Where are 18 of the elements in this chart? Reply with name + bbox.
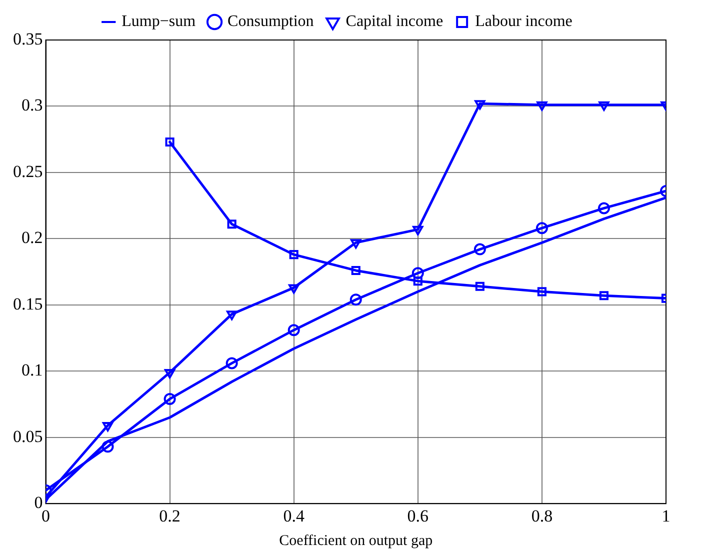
y-tick-label: 0.05 [13, 426, 43, 446]
y-tick-label: 0.3 [22, 96, 43, 115]
x-tick-label: 0.8 [531, 506, 553, 526]
x-tick-label: 0.6 [407, 506, 429, 526]
legend-label: Labour income [475, 13, 572, 30]
y-tick-label: 0.35 [13, 29, 43, 48]
y-tick-label: 0 [34, 493, 43, 512]
y-tick-label: 0.1 [22, 360, 43, 380]
x-tick-label: 0.2 [159, 506, 180, 526]
legend-label: Capital income [346, 13, 444, 30]
legend-label: Consumption [228, 13, 314, 30]
y-tick-label: 0.25 [13, 162, 43, 181]
legend-label: Lump−sum [122, 13, 196, 30]
x-tick-label: 0.4 [283, 506, 305, 526]
x-tick-label: 1 [662, 506, 670, 526]
x-axis-title: Coefficient on output gap [279, 532, 433, 549]
y-tick-label: 0.2 [22, 228, 43, 248]
y-tick-label: 0.15 [13, 294, 43, 314]
